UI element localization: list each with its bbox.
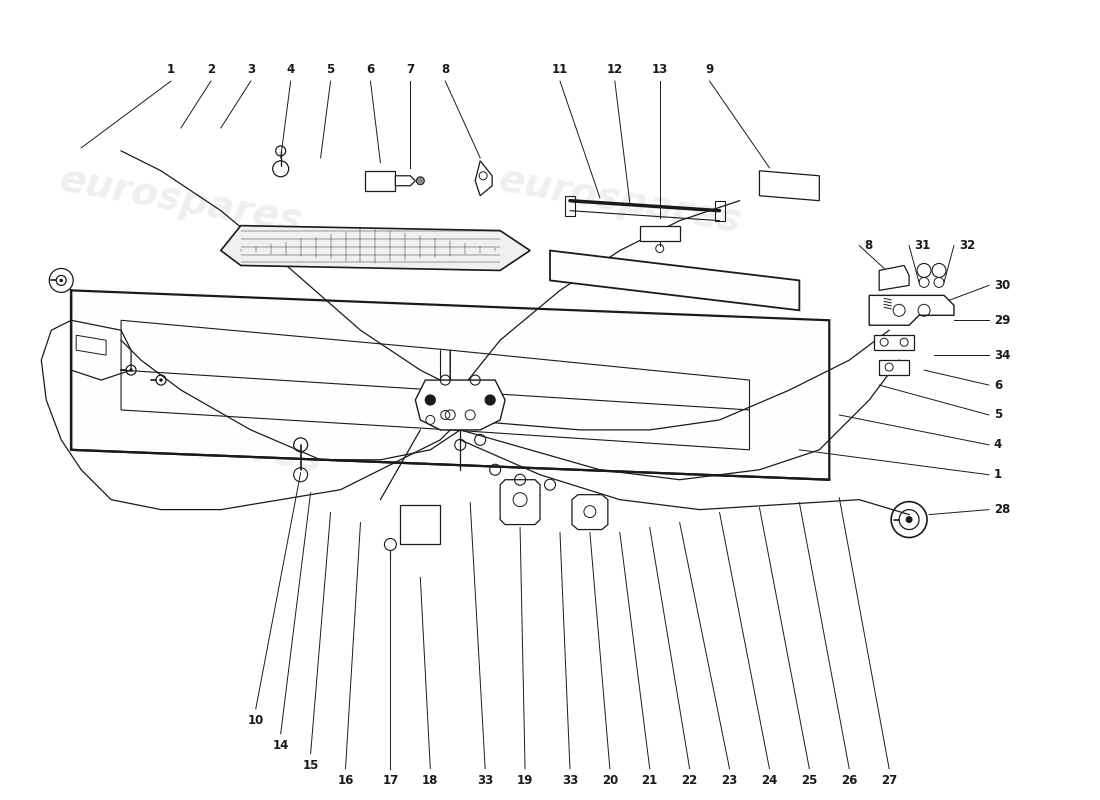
Text: 2: 2	[207, 63, 215, 76]
Polygon shape	[500, 480, 540, 525]
Polygon shape	[874, 335, 914, 350]
Circle shape	[485, 395, 495, 405]
Polygon shape	[550, 250, 800, 310]
Text: 24: 24	[761, 774, 778, 786]
Text: 26: 26	[842, 774, 857, 786]
Text: 1: 1	[167, 63, 175, 76]
Text: 32: 32	[959, 239, 976, 252]
Text: 15: 15	[302, 758, 319, 772]
Text: 17: 17	[383, 774, 398, 786]
Text: 4: 4	[286, 63, 295, 76]
Text: 14: 14	[273, 739, 289, 752]
Text: 13: 13	[651, 63, 668, 76]
Circle shape	[59, 278, 63, 282]
Polygon shape	[475, 161, 492, 196]
Circle shape	[426, 395, 436, 405]
Text: 30: 30	[994, 279, 1010, 292]
Polygon shape	[221, 226, 530, 270]
Text: 3: 3	[246, 63, 255, 76]
Text: 5: 5	[327, 63, 334, 76]
Text: 7: 7	[406, 63, 415, 76]
Polygon shape	[640, 226, 680, 241]
Text: eurospares: eurospares	[526, 400, 774, 480]
Text: 1: 1	[994, 468, 1002, 482]
Text: 18: 18	[422, 774, 439, 786]
Text: 28: 28	[994, 503, 1010, 516]
Text: 33: 33	[477, 774, 493, 786]
Text: 11: 11	[552, 63, 568, 76]
Polygon shape	[72, 290, 829, 480]
Text: 8: 8	[865, 239, 872, 252]
Polygon shape	[869, 295, 954, 326]
Text: 21: 21	[641, 774, 658, 786]
Text: 33: 33	[562, 774, 579, 786]
Circle shape	[905, 516, 913, 523]
Text: 23: 23	[722, 774, 738, 786]
Text: eurospares: eurospares	[56, 161, 305, 241]
Text: 20: 20	[602, 774, 618, 786]
Polygon shape	[572, 494, 608, 530]
Text: 6: 6	[994, 378, 1002, 391]
Text: 31: 31	[914, 239, 931, 252]
Text: 4: 4	[994, 438, 1002, 451]
Circle shape	[130, 368, 133, 372]
Text: 12: 12	[607, 63, 623, 76]
Polygon shape	[400, 505, 440, 545]
Text: eurospares: eurospares	[495, 161, 744, 241]
Text: 25: 25	[801, 774, 817, 786]
Text: 34: 34	[994, 349, 1010, 362]
Text: 16: 16	[338, 774, 354, 786]
Circle shape	[160, 378, 163, 382]
Text: 22: 22	[682, 774, 697, 786]
Polygon shape	[395, 176, 416, 186]
Polygon shape	[879, 266, 909, 290]
Text: 19: 19	[517, 774, 534, 786]
Polygon shape	[365, 170, 395, 190]
Text: 27: 27	[881, 774, 898, 786]
Polygon shape	[416, 380, 505, 430]
Polygon shape	[759, 170, 820, 201]
Circle shape	[416, 177, 425, 185]
Text: 10: 10	[248, 714, 264, 727]
Text: 8: 8	[441, 63, 450, 76]
Text: 29: 29	[994, 314, 1010, 326]
Text: 5: 5	[994, 409, 1002, 422]
Text: 9: 9	[705, 63, 714, 76]
Polygon shape	[879, 360, 909, 375]
Text: 6: 6	[366, 63, 375, 76]
Text: eurospares: eurospares	[77, 400, 326, 480]
